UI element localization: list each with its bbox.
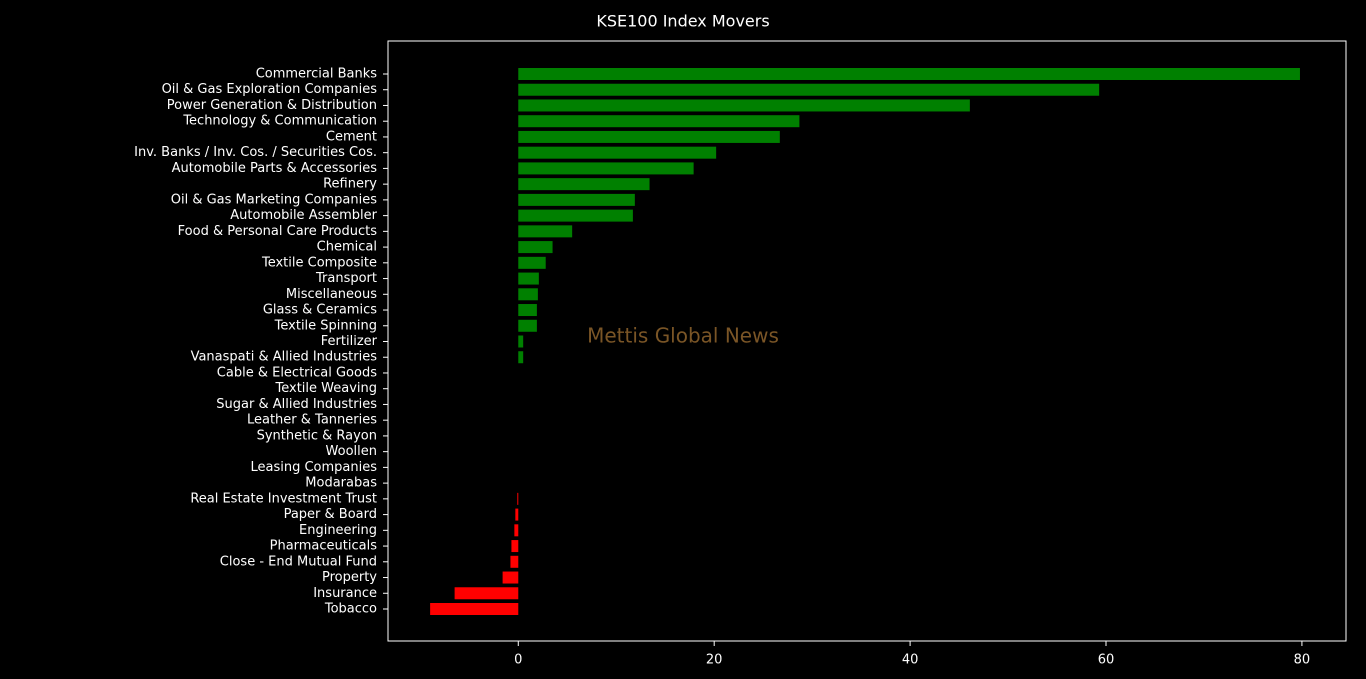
y-tick-label: Cable & Electrical Goods [217, 365, 377, 380]
bar [518, 99, 970, 112]
bar [514, 524, 519, 537]
y-tick-label: Inv. Banks / Inv. Cos. / Securities Cos. [134, 145, 377, 160]
bar [515, 508, 519, 521]
y-tick-label: Food & Personal Care Products [178, 224, 378, 239]
y-tick-label: Textile Weaving [275, 381, 378, 396]
y-tick-label: Real Estate Investment Trust [190, 491, 377, 506]
y-tick-label: Power Generation & Distribution [167, 98, 377, 113]
bar [518, 68, 1300, 80]
y-tick-label: Glass & Ceramics [263, 303, 377, 318]
watermark: Mettis Global News [587, 324, 779, 348]
bar [454, 587, 519, 600]
bar [518, 130, 780, 143]
y-tick-label: Pharmaceuticals [270, 539, 378, 554]
y-tick-label: Technology & Communication [182, 114, 377, 129]
chart-title: KSE100 Index Movers [596, 12, 769, 31]
y-tick-label: Engineering [299, 523, 377, 538]
bar [518, 178, 650, 191]
bar [518, 335, 524, 348]
bar [518, 162, 694, 175]
y-tick-label: Cement [326, 129, 377, 144]
y-tick-label: Tobacco [324, 602, 377, 617]
y-tick-label: Automobile Parts & Accessories [172, 161, 378, 176]
y-tick-label: Transport [315, 271, 377, 286]
y-tick-label: Synthetic & Rayon [257, 428, 377, 443]
y-tick-label: Fertilizer [321, 334, 378, 349]
bar [502, 571, 519, 584]
x-tick-label: 40 [902, 653, 919, 668]
y-tick-label: Property [322, 570, 377, 585]
y-tick-label: Oil & Gas Exploration Companies [162, 82, 378, 97]
x-tick-label: 20 [706, 653, 723, 668]
y-tick-label: Leather & Tanneries [247, 413, 377, 428]
bar [511, 540, 519, 553]
bar [518, 146, 717, 159]
bar [430, 603, 519, 615]
bar [518, 193, 635, 206]
y-tick-label: Refinery [323, 177, 377, 192]
y-tick-label: Miscellaneous [286, 287, 377, 302]
bar [518, 225, 573, 238]
x-tick-label: 80 [1294, 653, 1311, 668]
y-tick-label: Textile Composite [261, 255, 377, 270]
y-tick-label: Textile Spinning [274, 318, 377, 333]
bar [518, 241, 553, 254]
y-tick-label: Paper & Board [284, 507, 377, 522]
y-tick-label: Automobile Assembler [230, 208, 377, 223]
bar [518, 288, 538, 301]
y-tick-label: Leasing Companies [250, 460, 377, 475]
bar [518, 115, 800, 128]
y-tick-label: Insurance [313, 586, 377, 601]
bar [518, 83, 1100, 96]
bar [518, 304, 537, 317]
x-tick-label: 0 [514, 653, 522, 668]
bar [518, 319, 537, 332]
y-tick-label: Chemical [317, 240, 377, 255]
bar [517, 492, 519, 505]
bar [510, 555, 519, 568]
y-tick-label: Oil & Gas Marketing Companies [171, 192, 377, 207]
bar [518, 351, 524, 364]
x-tick-label: 60 [1098, 653, 1115, 668]
bar [518, 256, 546, 269]
y-tick-label: Modarabas [305, 476, 377, 491]
bar [518, 272, 539, 285]
y-tick-label: Vanaspati & Allied Industries [191, 350, 378, 365]
y-tick-label: Commercial Banks [256, 67, 378, 82]
y-tick-label: Close - End Mutual Fund [220, 554, 377, 569]
bar [518, 209, 633, 222]
y-tick-label: Woollen [326, 444, 377, 459]
y-tick-label: Sugar & Allied Industries [216, 397, 377, 412]
